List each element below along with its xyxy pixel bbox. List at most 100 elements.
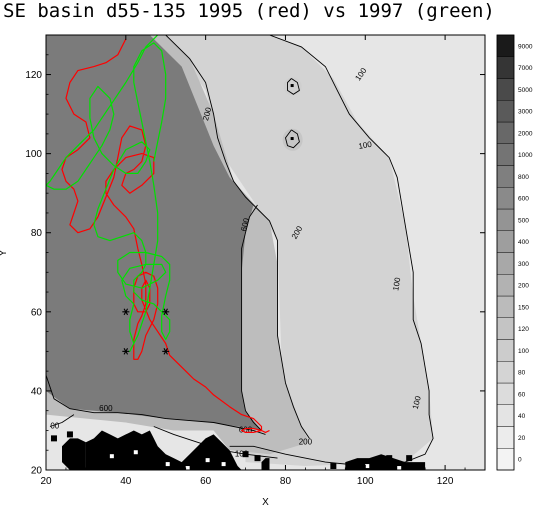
land-cell bbox=[50, 435, 57, 442]
y-tick-label: 40 bbox=[31, 386, 43, 397]
x-tick-label: 100 bbox=[357, 476, 374, 487]
colorbar-level-label: 9000 bbox=[518, 43, 533, 50]
station-star bbox=[122, 308, 130, 316]
contour-line bbox=[165, 35, 310, 439]
land-cell bbox=[242, 451, 249, 458]
colorbar-swatch bbox=[496, 426, 515, 449]
contour-label: 100 bbox=[358, 140, 373, 151]
colorbar-level-label: 600 bbox=[518, 196, 529, 203]
y-axis-label: Y bbox=[0, 249, 9, 256]
colorbar-level-label: 1000 bbox=[518, 152, 533, 159]
slope-shade-outer bbox=[125, 35, 434, 466]
contour-label: 200 bbox=[299, 437, 313, 446]
contour-label: 600 bbox=[239, 217, 251, 233]
colorbar-swatch bbox=[496, 187, 515, 210]
land-gap bbox=[365, 464, 370, 469]
colorbar: 0 20 40 60 80 100 120 150 200 300 400 500 600 800 1000… bbox=[496, 34, 533, 471]
station-star bbox=[162, 348, 170, 355]
y-tick-label: 100 bbox=[25, 149, 42, 160]
contour-line bbox=[285, 129, 300, 149]
station-star bbox=[122, 348, 130, 355]
land-cell bbox=[386, 455, 393, 462]
colorbar-swatch bbox=[496, 274, 515, 297]
station-star-stroke bbox=[123, 308, 129, 316]
station-markers bbox=[122, 308, 170, 355]
drifter-tracks bbox=[46, 35, 270, 433]
colorbar-swatch bbox=[496, 448, 515, 471]
colorbar-swatch bbox=[496, 230, 515, 253]
colorbar-swatch bbox=[496, 121, 515, 144]
colorbar-level-label: 300 bbox=[518, 261, 529, 268]
station-star-stroke bbox=[163, 348, 168, 355]
colorbar-swatch bbox=[496, 78, 515, 101]
colorbar-level-label: 800 bbox=[518, 174, 529, 181]
land-gap bbox=[185, 466, 190, 470]
colorbar-swatch bbox=[496, 34, 515, 57]
colorbar-level-label: 2000 bbox=[518, 130, 533, 137]
y-axis: 20 40 60 80 100 120 bbox=[25, 54, 485, 477]
land-gap bbox=[165, 462, 170, 467]
land-block bbox=[261, 458, 270, 470]
colorbar-level-label: 400 bbox=[518, 239, 529, 246]
contour-line bbox=[46, 374, 266, 435]
contour-line bbox=[241, 204, 262, 431]
x-tick-label: 60 bbox=[200, 476, 212, 487]
land-cell bbox=[406, 455, 413, 462]
land-gap bbox=[397, 466, 402, 470]
contour-label: 600 bbox=[99, 404, 113, 413]
colorbar-swatch bbox=[496, 295, 515, 318]
x-tick-label: 20 bbox=[40, 476, 52, 487]
colorbar-swatch bbox=[496, 56, 515, 79]
contour-label: 100 bbox=[235, 449, 249, 458]
contour-label: 600 bbox=[239, 426, 253, 435]
colorbar-swatch bbox=[496, 143, 515, 166]
colorbar-swatch bbox=[496, 208, 515, 231]
colorbar-level-label: 60 bbox=[518, 391, 526, 398]
contour-label: 100 bbox=[411, 395, 423, 411]
station-star bbox=[162, 308, 170, 316]
colorbar-swatch bbox=[496, 165, 515, 188]
track-1995 bbox=[61, 38, 270, 433]
colorbar-swatch bbox=[496, 382, 515, 405]
land-block bbox=[85, 430, 242, 470]
colorbar-level-label: 120 bbox=[518, 326, 529, 333]
deep-shelf-shade bbox=[46, 35, 262, 431]
colorbar-swatch bbox=[496, 339, 515, 362]
contour-label: 200 bbox=[201, 106, 213, 122]
x-tick-label: 80 bbox=[280, 476, 292, 487]
station-star-stroke bbox=[163, 308, 168, 316]
x-tick-label: 40 bbox=[120, 476, 132, 487]
land-gap bbox=[205, 458, 210, 463]
chart-title: SE basin d55-135 1995 (red) vs 1997 (gre… bbox=[3, 0, 495, 22]
colorbar-swatch bbox=[496, 252, 515, 275]
land-gap bbox=[133, 450, 138, 455]
y-tick-label: 60 bbox=[31, 307, 43, 318]
colorbar-level-label: 150 bbox=[518, 304, 529, 311]
colorbar-swatch bbox=[496, 404, 515, 427]
seamount-peak-north bbox=[290, 84, 294, 88]
y-tick-label: 20 bbox=[31, 466, 43, 477]
track-1997 bbox=[46, 35, 171, 352]
x-axis-label: X bbox=[262, 497, 269, 507]
land-gap bbox=[221, 462, 226, 467]
colorbar-level-label: 500 bbox=[518, 217, 529, 224]
colorbar-level-label: 5000 bbox=[518, 87, 533, 94]
colorbar-level-label: 0 bbox=[518, 457, 522, 464]
land-cell bbox=[330, 463, 337, 470]
land-cell bbox=[98, 439, 105, 446]
land-cell bbox=[66, 431, 73, 438]
contour-line bbox=[49, 414, 75, 427]
station-star-stroke bbox=[123, 348, 129, 355]
bathymetry-layer bbox=[46, 35, 434, 466]
y-tick-label: 120 bbox=[25, 70, 42, 81]
seamount-peak-south bbox=[290, 137, 294, 141]
colorbar-swatch bbox=[496, 100, 515, 123]
colorbar-level-label: 7000 bbox=[518, 65, 533, 72]
colorbar-level-label: 100 bbox=[518, 348, 529, 355]
land-block bbox=[62, 438, 86, 470]
x-tick-label: 120 bbox=[437, 476, 454, 487]
y-tick-label: 80 bbox=[31, 228, 43, 239]
